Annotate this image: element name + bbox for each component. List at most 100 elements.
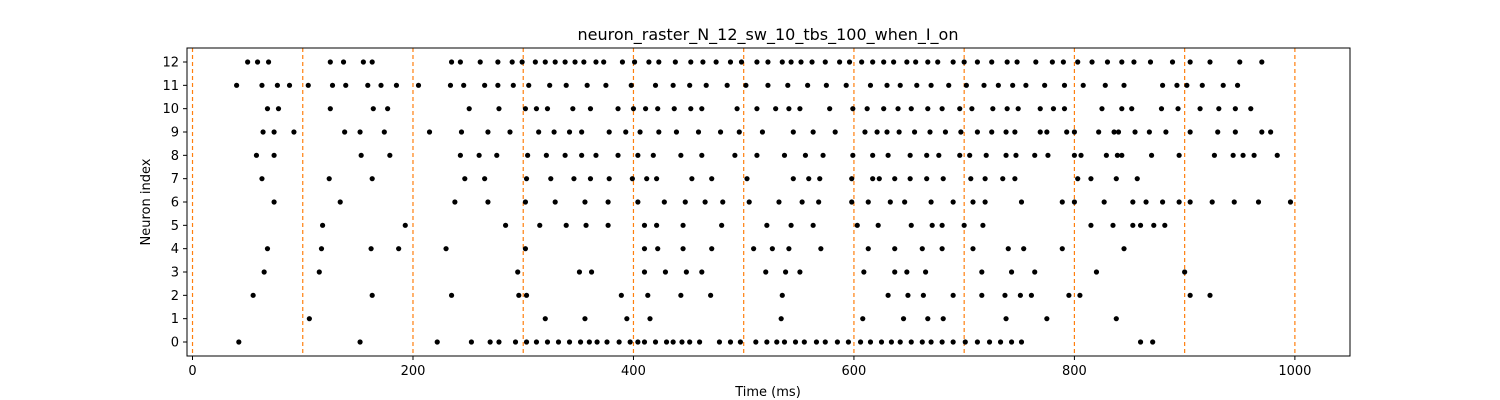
spike-point [867, 339, 874, 345]
spike-point [790, 176, 796, 182]
spike-point [1259, 59, 1265, 65]
spike-point [584, 82, 590, 88]
spike-point [329, 82, 336, 88]
spike-point [496, 106, 502, 112]
spike-point [616, 339, 622, 345]
spike-point [1099, 106, 1105, 112]
spike-point [1207, 292, 1213, 298]
spike-point [885, 292, 891, 298]
spike-point [1049, 59, 1055, 65]
spike-point [1032, 152, 1038, 158]
y-tick-label: 1 [171, 312, 179, 327]
spike-point [887, 199, 893, 205]
spike-point [914, 82, 920, 88]
spike-point [601, 59, 607, 65]
spike-point [662, 269, 669, 275]
spike-point [939, 106, 945, 112]
spike-point [911, 129, 918, 135]
spike-point [1187, 199, 1193, 205]
spike-point [925, 59, 931, 65]
x-tick-label: 1000 [1278, 364, 1311, 379]
spike-point [778, 316, 784, 322]
spike-point [641, 269, 648, 275]
spike-point [974, 59, 980, 65]
spike-point [982, 176, 988, 182]
spike-point [763, 269, 769, 275]
spike-point [1015, 106, 1021, 112]
spike-point [904, 269, 910, 275]
spike-point [864, 106, 870, 112]
spike-point [645, 292, 651, 298]
y-tick-label: 10 [162, 102, 179, 117]
spike-point [582, 316, 588, 322]
spike-point [542, 316, 548, 322]
spike-point [849, 199, 855, 205]
spike-point [1130, 222, 1136, 228]
spike-point [1184, 82, 1190, 88]
spike-point [802, 152, 809, 158]
spike-point [687, 82, 693, 88]
spike-point [875, 222, 881, 228]
spike-point [250, 292, 256, 298]
spike-point [797, 269, 803, 275]
spike-point [1187, 59, 1193, 65]
spike-point [415, 82, 422, 88]
spike-point [630, 106, 637, 112]
spike-point [989, 129, 995, 135]
spike-point [919, 339, 925, 345]
spike-point [1115, 129, 1122, 135]
spike-point [1059, 199, 1065, 205]
spike-point [1148, 152, 1155, 158]
spike-point [396, 246, 402, 252]
spike-point [1064, 129, 1070, 135]
spike-point [920, 292, 926, 298]
spike-point [1005, 246, 1011, 252]
spike-point [264, 246, 271, 252]
spike-point [950, 339, 956, 345]
spike-point [990, 106, 996, 112]
spike-point [555, 339, 562, 345]
spike-point [526, 82, 532, 88]
spike-point [461, 82, 467, 88]
spike-point [781, 339, 788, 345]
spike-point [816, 199, 822, 205]
spike-point [738, 59, 745, 65]
spike-point [997, 339, 1004, 345]
spike-point [305, 82, 311, 88]
spike-point [552, 199, 558, 205]
y-axis-label: Neuron index [139, 158, 154, 245]
spike-point [1093, 269, 1100, 275]
spike-point [837, 59, 843, 65]
spike-point [1028, 292, 1035, 298]
spike-point [732, 152, 738, 158]
spike-point [788, 222, 794, 228]
spike-point [570, 106, 576, 112]
spike-point [950, 59, 956, 65]
spike-point [1050, 106, 1057, 112]
stimulus-lines [191, 48, 1296, 356]
spike-point [801, 339, 807, 345]
spike-point [542, 59, 548, 65]
spike-point [1103, 152, 1109, 158]
spike-point [1113, 176, 1119, 182]
spike-point [779, 59, 785, 65]
spike-point [782, 269, 789, 275]
spike-point [393, 82, 400, 88]
spike-point [548, 176, 554, 182]
spike-point [462, 176, 468, 182]
spike-point [1207, 59, 1213, 65]
spike-point [646, 59, 652, 65]
spike-point [1131, 59, 1137, 65]
spike-point [577, 339, 584, 345]
spike-point [652, 82, 659, 88]
spike-point [642, 106, 649, 112]
spike-point [876, 176, 882, 182]
spike-point [1066, 292, 1072, 298]
spike-point [1187, 292, 1193, 298]
spike-point [982, 199, 988, 205]
spike-point [1088, 176, 1094, 182]
spike-point [378, 82, 384, 88]
spike-point [1232, 106, 1238, 112]
spike-point [765, 82, 771, 88]
spike-point [849, 176, 855, 182]
